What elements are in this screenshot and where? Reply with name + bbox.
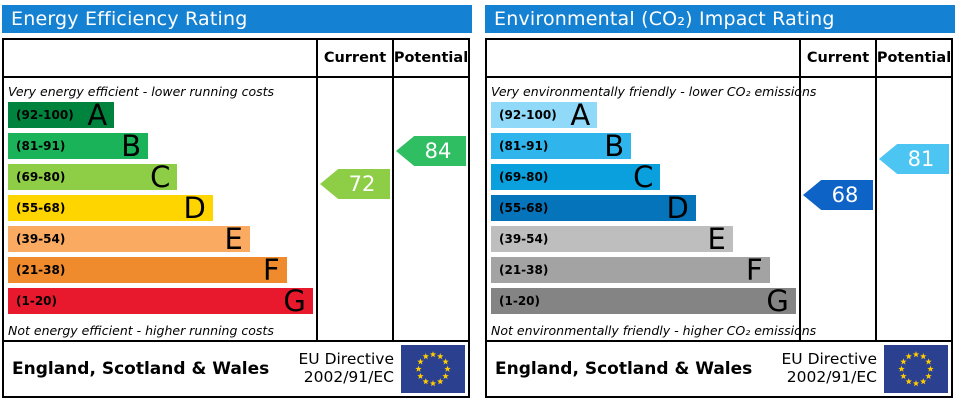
- rating-chart: Energy Efficiency Rating Current Potenti…: [2, 5, 472, 398]
- band-letter: A: [570, 98, 591, 132]
- band-range-label: (1-20): [16, 294, 57, 308]
- table-footer: England, Scotland & Wales EU Directive 2…: [4, 340, 468, 396]
- header-spacer-cell: [4, 40, 316, 76]
- eu-flag-icon: [884, 345, 948, 393]
- potential-rating-value: 81: [907, 147, 935, 171]
- current-column-header: Current: [799, 40, 875, 76]
- table-body: Very energy efficient - lower running co…: [4, 78, 468, 340]
- current-rating-value: 72: [348, 172, 376, 196]
- potential-column: 84: [392, 78, 468, 340]
- table-footer: England, Scotland & Wales EU Directive 2…: [487, 340, 951, 396]
- rating-band-row: (21-38) F: [8, 253, 287, 287]
- rating-band-row: (1-20) G: [8, 284, 313, 318]
- rating-band-row: (21-38) F: [491, 253, 770, 287]
- rating-band-row: (69-80) C: [491, 160, 661, 194]
- rating-band-row: (55-68) D: [8, 191, 213, 225]
- band-range-label: (39-54): [499, 232, 549, 246]
- band-range-label: (81-91): [16, 139, 66, 153]
- region-label: England, Scotland & Wales: [495, 359, 753, 379]
- bands-list: (92-100) A (81-91) B (69-80) C (55-68) D…: [491, 98, 799, 318]
- band-range-label: (1-20): [499, 294, 540, 308]
- potential-column: 81: [875, 78, 951, 340]
- potential-column-header: Potential: [875, 40, 951, 76]
- eu-flag-icon: [401, 345, 465, 393]
- band-letter: G: [283, 284, 306, 318]
- rating-band-row: (39-54) E: [491, 222, 733, 256]
- bands-column: Very energy efficient - lower running co…: [4, 78, 316, 340]
- band-range-label: (92-100): [16, 108, 74, 122]
- current-rating-value: 68: [831, 183, 859, 207]
- current-column-header: Current: [316, 40, 392, 76]
- eu-directive-line2: 2002/91/EC: [786, 368, 877, 386]
- header-spacer-cell: [487, 40, 799, 76]
- band-letter: D: [666, 191, 689, 225]
- rating-band-row: (55-68) D: [491, 191, 696, 225]
- eu-directive-label: EU Directive 2002/91/EC: [781, 350, 878, 387]
- band-range-label: (69-80): [499, 170, 549, 184]
- current-column: 68: [799, 78, 875, 340]
- rating-band-row: (1-20) G: [491, 284, 796, 318]
- band-letter: F: [263, 253, 280, 287]
- chart-title: Energy Efficiency Rating: [11, 8, 248, 30]
- top-caption: Very environmentally friendly - lower CO…: [491, 83, 817, 99]
- rating-chart: Environmental (CO₂) Impact Rating Curren…: [485, 5, 955, 398]
- rating-band-row: (69-80) C: [8, 160, 178, 194]
- band-range-label: (55-68): [16, 201, 66, 215]
- band-letter: A: [87, 98, 108, 132]
- band-letter: D: [183, 191, 206, 225]
- band-range-label: (55-68): [499, 201, 549, 215]
- table-header-row: Current Potential: [487, 40, 951, 78]
- band-range-label: (69-80): [16, 170, 66, 184]
- potential-column-header: Potential: [392, 40, 468, 76]
- eu-directive-line1: EU Directive: [781, 350, 878, 369]
- bottom-caption: Not environmentally friendly - higher CO…: [491, 322, 817, 338]
- region-label: England, Scotland & Wales: [12, 359, 270, 379]
- band-range-label: (21-38): [499, 263, 549, 277]
- rating-table: Current Potential Very environmentally f…: [485, 38, 953, 398]
- rating-band-row: (39-54) E: [8, 222, 250, 256]
- band-letter: F: [746, 253, 763, 287]
- rating-band-row: (81-91) B: [491, 129, 632, 163]
- band-letter: G: [766, 284, 789, 318]
- band-letter: C: [633, 160, 654, 194]
- band-letter: B: [604, 129, 625, 163]
- band-range-label: (92-100): [499, 108, 557, 122]
- band-range-label: (81-91): [499, 139, 549, 153]
- band-range-label: (39-54): [16, 232, 66, 246]
- current-column: 72: [316, 78, 392, 340]
- bottom-caption: Not energy efficient - higher running co…: [8, 322, 274, 338]
- current-rating-arrow: 68: [803, 180, 873, 210]
- eu-directive-line2: 2002/91/EC: [303, 368, 394, 386]
- current-rating-arrow: 72: [320, 169, 390, 199]
- eu-directive-label: EU Directive 2002/91/EC: [298, 350, 395, 387]
- band-letter: C: [150, 160, 171, 194]
- potential-rating-arrow: 81: [879, 144, 949, 174]
- rating-table: Current Potential Very energy efficient …: [2, 38, 470, 398]
- chart-title-bar: Environmental (CO₂) Impact Rating: [485, 5, 955, 33]
- potential-rating-arrow: 84: [396, 136, 466, 166]
- rating-band-row: (81-91) B: [8, 129, 149, 163]
- table-body: Very environmentally friendly - lower CO…: [487, 78, 951, 340]
- chart-title-bar: Energy Efficiency Rating: [2, 5, 472, 33]
- rating-band-row: (92-100) A: [491, 98, 598, 132]
- band-letter: B: [121, 129, 142, 163]
- band-letter: E: [707, 222, 726, 256]
- bands-list: (92-100) A (81-91) B (69-80) C (55-68) D…: [8, 98, 316, 318]
- top-caption: Very energy efficient - lower running co…: [8, 83, 275, 99]
- eu-directive-line1: EU Directive: [298, 350, 395, 369]
- bands-column: Very environmentally friendly - lower CO…: [487, 78, 817, 340]
- table-header-row: Current Potential: [4, 40, 468, 78]
- band-range-label: (21-38): [16, 263, 66, 277]
- band-letter: E: [224, 222, 243, 256]
- chart-title: Environmental (CO₂) Impact Rating: [494, 8, 835, 30]
- potential-rating-value: 84: [424, 139, 452, 163]
- rating-band-row: (92-100) A: [8, 98, 115, 132]
